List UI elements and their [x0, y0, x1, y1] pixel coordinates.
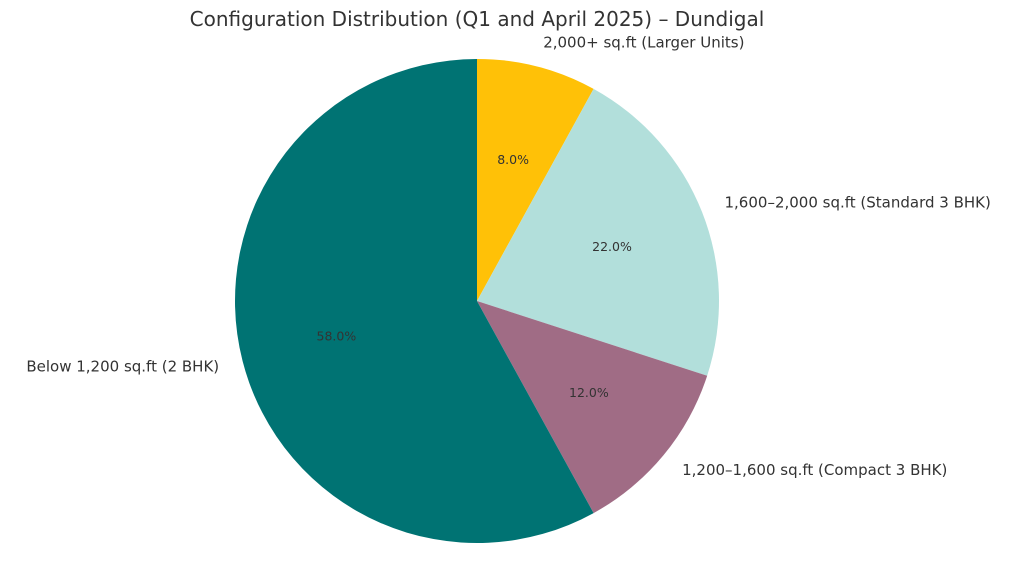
slice-percent-label: 22.0% — [592, 239, 632, 254]
pie-slice-2-000-sq-ft-larger-units — [477, 59, 594, 301]
pie-slice-1-200-1-600-sq-ft-compact-3-bhk — [477, 301, 708, 514]
slice-label: 2,000+ sq.ft (Larger Units) — [543, 34, 744, 52]
slice-percent-label: 58.0% — [317, 329, 357, 344]
pie-slice-below-1-200-sq-ft-2-bhk — [234, 58, 594, 544]
slice-labels: 2,000+ sq.ft (Larger Units) 1,600–2,000 s… — [26, 34, 991, 480]
slice-percent-label: 8.0% — [497, 152, 529, 167]
slice-label: 1,200–1,600 sq.ft (Compact 3 BHK) — [682, 461, 947, 479]
pie-slice-1-600-2-000-sq-ft-standard-3-bhk — [477, 88, 719, 376]
slice-label: 1,600–2,000 sq.ft (Standard 3 BHK) — [725, 194, 991, 212]
slice-percent-labels: 8.0% 22.0% 12.0% 58.0% — [317, 152, 632, 400]
pie-slices — [234, 58, 719, 544]
slice-percent-label: 12.0% — [569, 385, 609, 400]
slice-label: Below 1,200 sq.ft (2 BHK) — [26, 358, 219, 376]
chart-title: Configuration Distribution (Q1 and April… — [190, 7, 765, 31]
